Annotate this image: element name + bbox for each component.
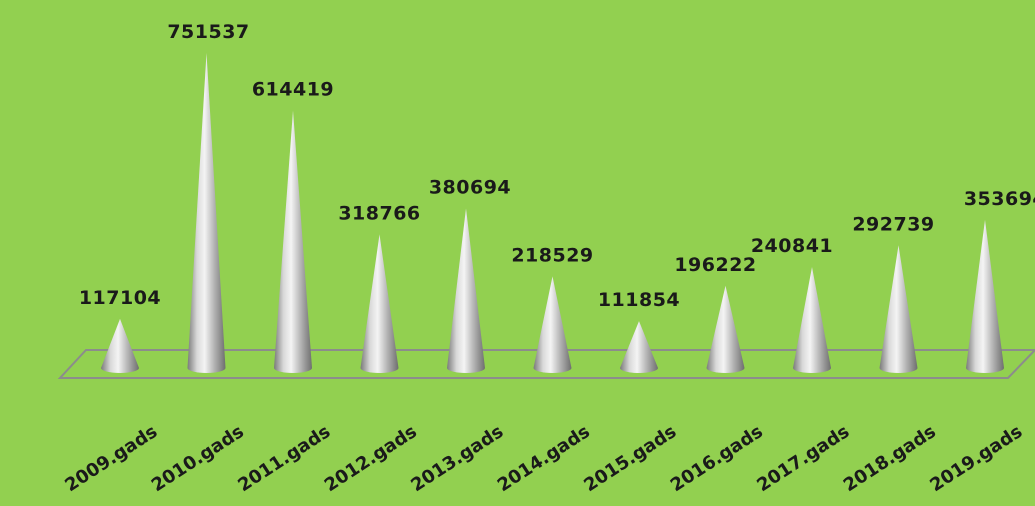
cone-2018.gads [879, 245, 918, 373]
cone-2014.gads [533, 276, 572, 373]
data-label-2018.gads: 292739 [852, 213, 934, 235]
category-label-2013.gads: 2013.gads [407, 421, 507, 496]
category-label-2012.gads: 2012.gads [321, 421, 421, 496]
category-label-2015.gads: 2015.gads [580, 421, 680, 496]
cone-2013.gads [447, 208, 485, 373]
category-label-2018.gads: 2018.gads [840, 421, 940, 496]
category-label-2019.gads: 2019.gads [926, 421, 1026, 496]
category-label-2009.gads: 2009.gads [61, 421, 161, 496]
cone-2015.gads [620, 321, 658, 373]
category-label-2016.gads: 2016.gads [667, 421, 767, 496]
cone-2010.gads [187, 53, 226, 373]
category-label-2010.gads: 2010.gads [148, 421, 248, 496]
category-labels-group: 2009.gads2010.gads2011.gads2012.gads2013… [61, 421, 1026, 496]
chart-floor [57, 349, 1035, 379]
cone-2019.gads [966, 219, 1004, 373]
category-label-2011.gads: 2011.gads [234, 421, 334, 496]
data-label-2014.gads: 218529 [511, 244, 593, 266]
data-label-2016.gads: 196222 [674, 254, 756, 276]
cone-2011.gads [274, 110, 312, 374]
cone-2017.gads [793, 267, 831, 373]
category-label-2014.gads: 2014.gads [494, 421, 594, 496]
data-label-2011.gads: 614419 [252, 78, 334, 100]
data-label-2009.gads: 117104 [79, 287, 161, 309]
value-labels-group: 117104 751537 614419 318766 380694 218529 1118… [79, 21, 1035, 311]
cone-2012.gads [360, 234, 399, 373]
data-label-2017.gads: 240841 [751, 235, 833, 257]
data-label-2015.gads: 111854 [598, 289, 680, 311]
data-label-2019.gads: 353694 [964, 188, 1035, 210]
category-label-2017.gads: 2017.gads [753, 421, 853, 496]
data-label-2012.gads: 318766 [338, 202, 420, 224]
cone-2009.gads [101, 318, 139, 373]
cones-group [101, 53, 1004, 374]
data-label-2013.gads: 380694 [429, 176, 511, 198]
data-label-2010.gads: 751537 [167, 21, 249, 43]
cone-2016.gads [706, 285, 745, 373]
